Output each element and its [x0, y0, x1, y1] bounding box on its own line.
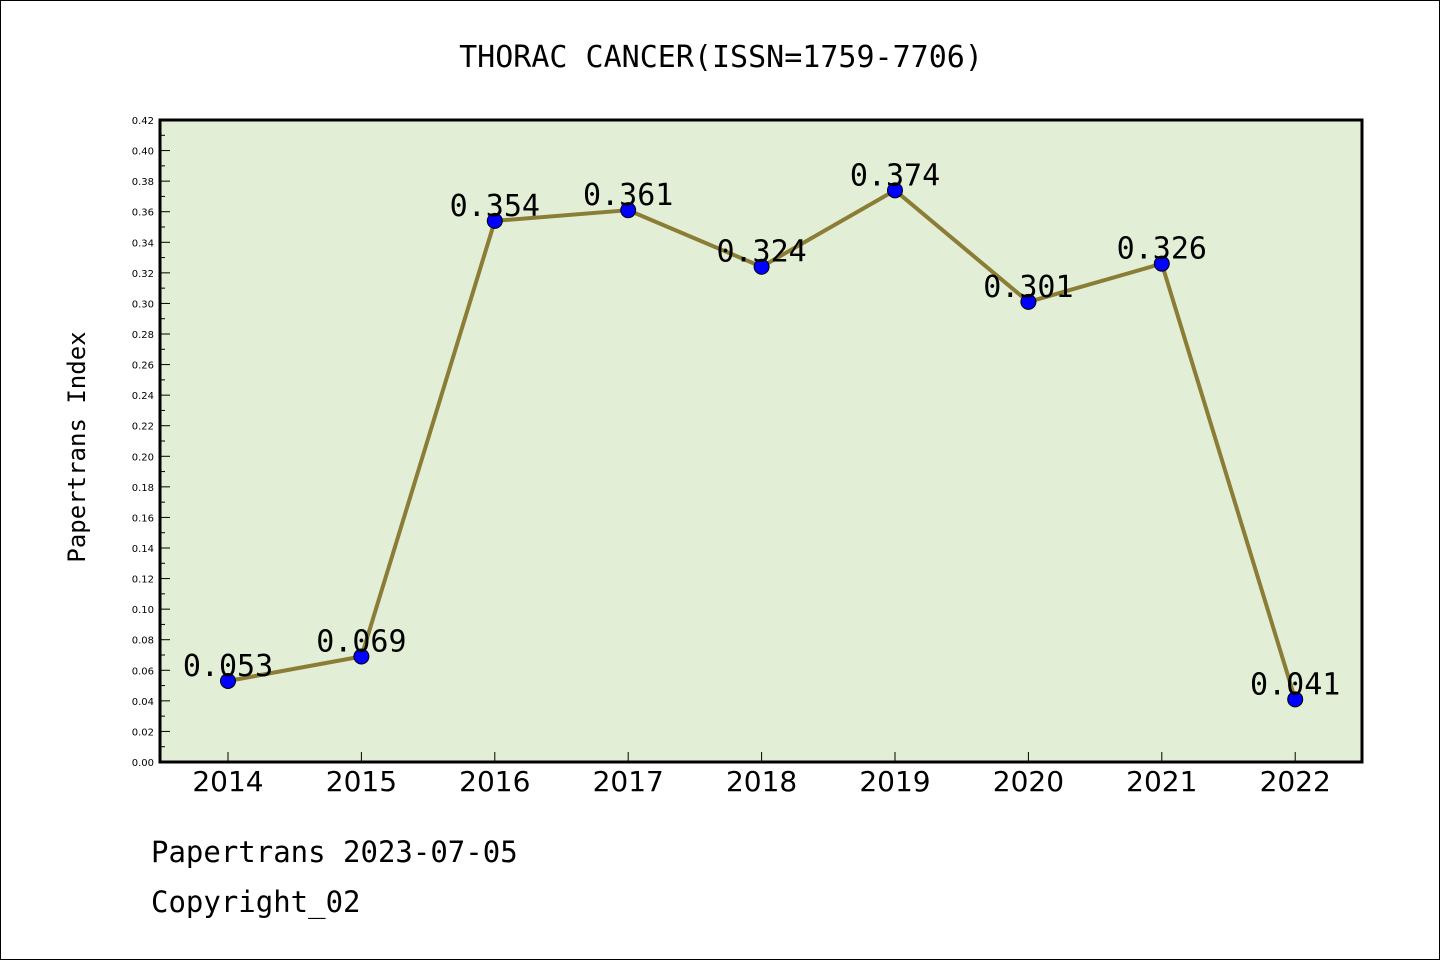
- x-tick-label: 2017: [593, 765, 664, 798]
- y-tick-label: 0.14: [132, 544, 154, 555]
- chart-title: THORAC CANCER(ISSN=1759-7706): [459, 40, 983, 75]
- y-tick-label: 0.18: [132, 483, 154, 494]
- data-point-2014: [220, 672, 236, 689]
- x-tick-label: 2019: [859, 765, 930, 798]
- data-label-2017: 0.361: [583, 178, 673, 213]
- x-tick-label: 2018: [726, 765, 797, 798]
- data-label-2018: 0.324: [716, 235, 806, 270]
- data-point-2019: [887, 182, 903, 199]
- data-point-2021: [1153, 255, 1170, 272]
- y-tick-label: 0.32: [132, 269, 154, 280]
- y-tick-label: 0.26: [132, 361, 154, 372]
- y-tick-label: 0.12: [132, 575, 154, 586]
- y-tick-label: 0.22: [132, 422, 154, 433]
- footer-date: Papertrans 2023-07-05: [151, 835, 518, 869]
- data-labels: 0.053 0.069 0.354 0.361 0.324 0.374 0.301 0.326…: [183, 158, 1341, 702]
- plot-area: [158, 118, 1364, 764]
- data-point-2022: [1287, 691, 1304, 708]
- data-label-2019: 0.374: [850, 158, 940, 193]
- data-point-2017: [620, 202, 637, 219]
- data-label-2014: 0.053: [183, 649, 273, 684]
- y-tick-label: 0.10: [132, 605, 154, 616]
- y-tick-label: 0.04: [132, 697, 154, 708]
- y-tick-label: 0.42: [132, 116, 154, 127]
- x-tick-label: 2016: [459, 765, 530, 798]
- y-tick-label: 0.02: [132, 727, 154, 738]
- y-tick-label: 0.24: [132, 391, 154, 402]
- y-tick-label: 0.28: [132, 330, 154, 341]
- y-tick-label: 0.36: [132, 208, 154, 219]
- y-tick-label: 0.40: [132, 147, 154, 158]
- data-point-2015: [353, 648, 370, 665]
- data-label-2016: 0.354: [450, 189, 540, 224]
- y-tick-label: 0.06: [132, 666, 154, 677]
- data-point-2020: [1020, 293, 1037, 310]
- x-tick-label: 2022: [1260, 765, 1331, 798]
- footer-copyright: Copyright_02: [151, 885, 361, 919]
- y-tick-label: 0.34: [132, 238, 154, 249]
- data-point-2018: [753, 258, 770, 275]
- y-axis-label: Papertrans Index: [63, 331, 91, 562]
- data-series: [220, 182, 1304, 708]
- y-tick-label: 0.30: [132, 299, 154, 310]
- data-point-2016: [486, 212, 503, 229]
- data-label-2021: 0.326: [1117, 232, 1207, 267]
- data-label-2015: 0.069: [316, 625, 406, 660]
- y-tick-label: 0.38: [132, 177, 154, 188]
- y-tick-label: 0.08: [132, 636, 154, 647]
- x-axis: 2014 2015 2016 2017 2018 2019 2020 2021 2022: [192, 752, 1331, 798]
- y-tick-label: 0.20: [132, 452, 154, 463]
- data-label-2022: 0.041: [1250, 667, 1340, 702]
- x-tick-label: 2014: [192, 765, 263, 798]
- y-tick-label: 0.16: [132, 513, 154, 524]
- x-tick-label: 2021: [1126, 765, 1197, 798]
- y-axis: 0.00 0.02 0.04 0.06 0.08 0.10 0.12 0.14 0.16 0.18…: [132, 116, 170, 769]
- x-tick-label: 2015: [326, 765, 397, 798]
- y-tick-label: 0.00: [132, 758, 154, 769]
- data-label-2020: 0.301: [983, 270, 1073, 305]
- x-tick-label: 2020: [993, 765, 1064, 798]
